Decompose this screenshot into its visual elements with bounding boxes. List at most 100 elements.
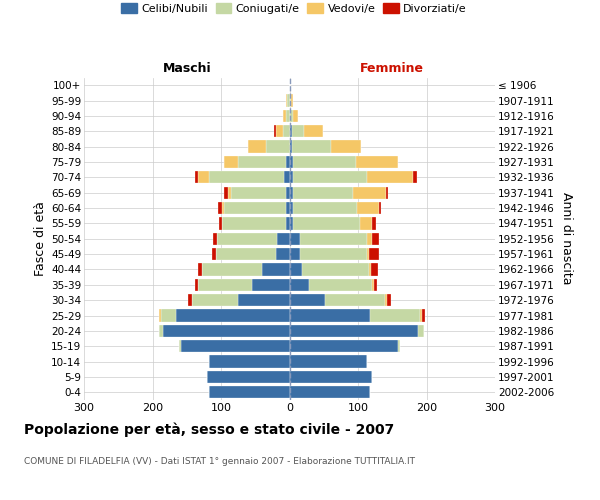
Bar	[293, 156, 356, 168]
Bar	[293, 186, 353, 199]
Bar	[419, 310, 422, 322]
Bar	[284, 171, 290, 183]
Bar	[385, 294, 388, 306]
Bar	[290, 186, 293, 199]
Bar	[356, 156, 398, 168]
Text: COMUNE DI FILADELFIA (VV) - Dati ISTAT 1° gennaio 2007 - Elaborazione TUTTITALIA: COMUNE DI FILADELFIA (VV) - Dati ISTAT 1…	[24, 458, 415, 466]
Text: Maschi: Maschi	[163, 62, 211, 75]
Bar	[228, 186, 231, 199]
Bar	[413, 171, 417, 183]
Bar	[290, 202, 293, 214]
Bar	[209, 386, 290, 398]
Bar	[215, 248, 276, 260]
Bar	[398, 340, 400, 352]
Bar	[219, 217, 223, 230]
Bar	[286, 156, 290, 168]
Bar	[367, 248, 369, 260]
Bar	[293, 110, 298, 122]
Bar	[374, 278, 377, 291]
Bar	[238, 156, 286, 168]
Text: Femmine: Femmine	[360, 62, 424, 75]
Bar	[283, 110, 286, 122]
Bar	[160, 325, 163, 337]
Bar	[292, 140, 331, 153]
Bar	[290, 356, 367, 368]
Bar	[290, 325, 418, 337]
Bar	[224, 202, 286, 214]
Bar	[202, 264, 262, 276]
Bar	[418, 325, 424, 337]
Bar	[308, 278, 372, 291]
Bar	[223, 217, 286, 230]
Bar	[248, 140, 266, 153]
Bar	[208, 371, 290, 383]
Bar	[290, 110, 293, 122]
Bar	[221, 202, 224, 214]
Bar	[360, 217, 373, 230]
Bar	[191, 294, 238, 306]
Bar	[290, 278, 308, 291]
Bar	[218, 202, 221, 214]
Bar	[367, 232, 373, 245]
Bar	[367, 171, 413, 183]
Bar	[290, 386, 370, 398]
Bar	[300, 248, 367, 260]
Bar	[371, 264, 378, 276]
Bar	[290, 217, 293, 230]
Text: Popolazione per età, sesso e stato civile - 2007: Popolazione per età, sesso e stato civil…	[24, 422, 394, 437]
Bar	[290, 140, 292, 153]
Bar	[266, 140, 290, 153]
Bar	[291, 94, 293, 106]
Bar	[290, 264, 302, 276]
Bar	[293, 202, 356, 214]
Bar	[373, 232, 379, 245]
Y-axis label: Fasce di età: Fasce di età	[34, 202, 47, 276]
Bar	[238, 294, 290, 306]
Bar	[276, 248, 290, 260]
Bar	[290, 232, 300, 245]
Bar	[422, 310, 425, 322]
Bar	[386, 186, 388, 199]
Bar	[290, 340, 398, 352]
Bar	[277, 232, 290, 245]
Bar	[286, 217, 290, 230]
Bar	[181, 340, 290, 352]
Bar	[286, 110, 290, 122]
Bar	[286, 94, 287, 106]
Bar	[179, 340, 181, 352]
Bar	[283, 125, 290, 138]
Bar	[199, 171, 209, 183]
Bar	[212, 248, 215, 260]
Bar	[286, 202, 290, 214]
Bar	[373, 217, 376, 230]
Bar	[290, 248, 300, 260]
Bar	[370, 310, 419, 322]
Bar	[224, 156, 238, 168]
Bar	[158, 310, 161, 322]
Bar	[372, 278, 374, 291]
Bar	[176, 310, 290, 322]
Bar	[199, 278, 252, 291]
Bar	[290, 171, 293, 183]
Y-axis label: Anni di nascita: Anni di nascita	[560, 192, 572, 285]
Bar	[379, 202, 381, 214]
Bar	[209, 356, 290, 368]
Bar	[195, 171, 199, 183]
Bar	[199, 264, 202, 276]
Legend: Celibi/Nubili, Coniugati/e, Vedovi/e, Divorziati/e: Celibi/Nubili, Coniugati/e, Vedovi/e, Di…	[119, 0, 469, 16]
Bar	[231, 186, 286, 199]
Bar	[331, 140, 361, 153]
Bar	[290, 156, 293, 168]
Bar	[369, 248, 379, 260]
Bar	[290, 125, 292, 138]
Bar	[163, 325, 290, 337]
Bar	[214, 232, 217, 245]
Bar	[286, 186, 290, 199]
Bar	[161, 310, 176, 322]
Bar	[293, 171, 367, 183]
Bar	[287, 94, 290, 106]
Bar	[252, 278, 290, 291]
Bar	[195, 278, 199, 291]
Bar	[356, 202, 379, 214]
Bar	[224, 186, 228, 199]
